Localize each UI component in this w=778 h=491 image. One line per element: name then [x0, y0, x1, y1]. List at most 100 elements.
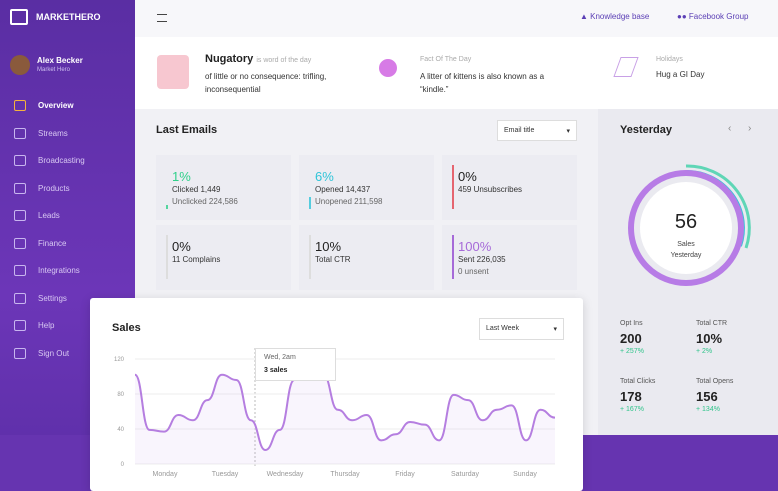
stat-value: 156: [696, 389, 718, 404]
email-card: 0% 11 Complains: [156, 225, 291, 290]
card-accent: [166, 235, 168, 279]
ring-arc: [685, 164, 751, 249]
nav-label: Sign Out: [38, 348, 70, 358]
x-tick-label: Thursday: [330, 471, 360, 478]
nav-icon: [14, 210, 26, 221]
sidebar: MARKETHERO Alex Becker Market Hero Overv…: [0, 0, 135, 491]
fact-text: Hug a GI Day: [656, 70, 705, 79]
card-line: Unclicked 224,586: [172, 197, 238, 206]
nav-item[interactable]: Leads: [14, 210, 60, 221]
nav-label: Settings: [38, 293, 67, 303]
facebook-link[interactable]: ●● Facebook Group: [677, 12, 749, 21]
knowledge-link[interactable]: ▲ Knowledge base: [580, 12, 650, 21]
logo: [10, 9, 28, 25]
menu-toggle[interactable]: [157, 14, 167, 22]
card-accent: [309, 235, 311, 279]
card-accent: [452, 165, 454, 209]
sales-dropdown[interactable]: Last Week ▾: [479, 318, 564, 340]
nav-item[interactable]: Sign Out: [14, 347, 70, 359]
stat-label: Total Opens: [696, 378, 734, 385]
nav-item[interactable]: Settings: [14, 292, 67, 304]
line: [134, 358, 556, 452]
x-tick-label: Saturday: [451, 471, 480, 478]
party-icon: [613, 57, 639, 77]
card-accent: [166, 205, 168, 209]
y-tick-label: 40: [117, 427, 124, 433]
nav-item[interactable]: Products: [14, 182, 70, 194]
email-card: 100% Sent 226,035 0 unsent: [442, 225, 577, 290]
caption: Sales: [677, 241, 695, 248]
card-value: 1%: [172, 169, 191, 184]
card-line: 11 Complains: [172, 255, 221, 264]
fact-label: Fact Of The Day: [420, 56, 472, 63]
brand: MARKETHERO: [36, 12, 101, 22]
fact-label: Holidays: [656, 56, 683, 63]
topbar: ▲ Knowledge base ●● Facebook Group: [135, 0, 778, 37]
ring: [628, 164, 751, 286]
y-tick-label: 0: [121, 462, 125, 468]
nav-label: Overview: [38, 101, 74, 110]
tooltip-time: Wed, 2am: [264, 354, 296, 361]
fact-text: A litter of kittens is also known as a “…: [420, 72, 545, 94]
yesterday-panel: Yesterday ‹ › 56 Sales Yesterday Opt Ins…: [598, 109, 778, 435]
nav-item[interactable]: Help: [14, 320, 54, 331]
ring-center: [640, 182, 732, 274]
stat-change: + 134%: [696, 406, 720, 413]
nav-icon: [14, 347, 26, 359]
fact-text: of little or no consequence: trifling, i…: [205, 72, 327, 94]
tooltip-value: 3 sales: [264, 367, 288, 374]
stat-label: Opt Ins: [620, 320, 643, 327]
nav-label: Products: [38, 183, 70, 193]
prev-arrow[interactable]: ‹: [728, 123, 732, 134]
dropdown-text: Email title: [504, 127, 535, 134]
nav-item[interactable]: Broadcasting: [14, 155, 85, 166]
email-dropdown[interactable]: Email title ▾: [497, 120, 577, 141]
card-value: 10%: [315, 239, 342, 254]
card-line: Opened 14,437: [315, 185, 371, 194]
x-tick-label: Friday: [395, 471, 415, 478]
bulb-icon: [379, 59, 397, 77]
user-name: Alex Becker: [37, 56, 83, 65]
ring-circle: [628, 170, 744, 286]
sales-chart: 0 40 80 120 Monday Tuesday Wednesday Thursday Fr…: [114, 348, 556, 478]
card-accent: [452, 235, 454, 279]
facts-bar: Nugatory is word of the day of little or…: [135, 37, 778, 109]
link-text: Knowledge base: [590, 12, 650, 21]
link-text: Facebook Group: [688, 12, 749, 21]
nav-item[interactable]: Overview: [14, 100, 74, 111]
stat-value: 200: [620, 331, 642, 346]
card-line: 0 unsent: [458, 267, 489, 276]
email-card: 0% 459 Unsubscribes: [442, 155, 577, 220]
card-line: Clicked 1,449: [172, 185, 221, 194]
nav-item[interactable]: Streams: [14, 127, 68, 139]
nav-label: Integrations: [38, 266, 80, 275]
sales-card: Sales Last Week ▾ 0 40 80 120 Monday Tuesday We…: [90, 298, 583, 491]
nav-icon: [14, 155, 26, 166]
nav-icon: [14, 100, 26, 111]
avatar: [10, 55, 30, 75]
nav-icon: [14, 292, 26, 304]
card-value: 0%: [458, 169, 477, 184]
nav-item[interactable]: Integrations: [14, 265, 80, 276]
next-arrow[interactable]: ›: [748, 123, 752, 134]
fact-title: Nugatory is word of the day: [205, 53, 312, 65]
stat-label: Total Clicks: [620, 378, 656, 385]
nav-label: Leads: [38, 211, 60, 220]
x-tick-label: Sunday: [513, 471, 537, 478]
stat-value: 10%: [696, 331, 723, 346]
abc-icon: [157, 55, 189, 89]
big-value: 56: [674, 211, 698, 233]
nav-label: Finance: [38, 238, 67, 248]
tooltip: Wed, 2am 3 sales: [255, 348, 336, 381]
nav-item[interactable]: Finance: [14, 237, 67, 249]
card-line: 459 Unsubscribes: [458, 185, 523, 194]
card-accent: [309, 197, 311, 209]
stat-change: + 2%: [696, 348, 713, 355]
nav-label: Broadcasting: [38, 156, 85, 165]
stat-change: + 257%: [620, 348, 644, 355]
nav-icon: [14, 237, 26, 249]
dropdown-text: Last Week: [486, 325, 519, 332]
x-tick-label: Monday: [153, 471, 178, 478]
sales-title: Sales: [112, 322, 141, 334]
